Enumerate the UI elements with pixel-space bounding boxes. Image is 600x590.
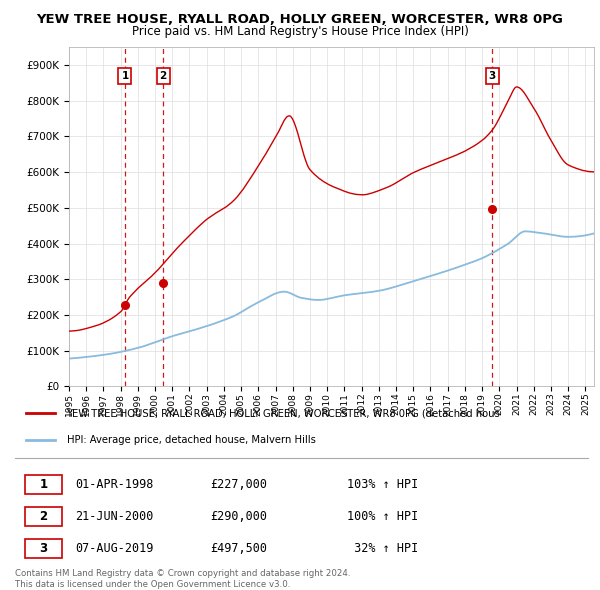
Text: 2: 2 (40, 510, 47, 523)
Text: 2: 2 (160, 71, 167, 81)
Text: HPI: Average price, detached house, Malvern Hills: HPI: Average price, detached house, Malv… (67, 435, 316, 445)
Text: 1: 1 (40, 478, 47, 491)
FancyBboxPatch shape (25, 539, 62, 558)
Text: 1: 1 (121, 71, 128, 81)
Text: 01-APR-1998: 01-APR-1998 (75, 478, 154, 491)
Text: 21-JUN-2000: 21-JUN-2000 (75, 510, 154, 523)
Text: £497,500: £497,500 (210, 542, 267, 555)
Text: £290,000: £290,000 (210, 510, 267, 523)
Text: £227,000: £227,000 (210, 478, 267, 491)
FancyBboxPatch shape (25, 474, 62, 494)
Text: 103% ↑ HPI: 103% ↑ HPI (347, 478, 419, 491)
Text: 32% ↑ HPI: 32% ↑ HPI (347, 542, 419, 555)
Text: 100% ↑ HPI: 100% ↑ HPI (347, 510, 419, 523)
Text: 3: 3 (40, 542, 47, 555)
FancyBboxPatch shape (25, 507, 62, 526)
Text: 3: 3 (488, 71, 496, 81)
Text: YEW TREE HOUSE, RYALL ROAD, HOLLY GREEN, WORCESTER, WR8 0PG (detached hous: YEW TREE HOUSE, RYALL ROAD, HOLLY GREEN,… (67, 408, 500, 418)
Text: Contains HM Land Registry data © Crown copyright and database right 2024.
This d: Contains HM Land Registry data © Crown c… (15, 569, 350, 589)
Text: YEW TREE HOUSE, RYALL ROAD, HOLLY GREEN, WORCESTER, WR8 0PG: YEW TREE HOUSE, RYALL ROAD, HOLLY GREEN,… (37, 13, 563, 26)
Text: Price paid vs. HM Land Registry's House Price Index (HPI): Price paid vs. HM Land Registry's House … (131, 25, 469, 38)
Text: 07-AUG-2019: 07-AUG-2019 (75, 542, 154, 555)
